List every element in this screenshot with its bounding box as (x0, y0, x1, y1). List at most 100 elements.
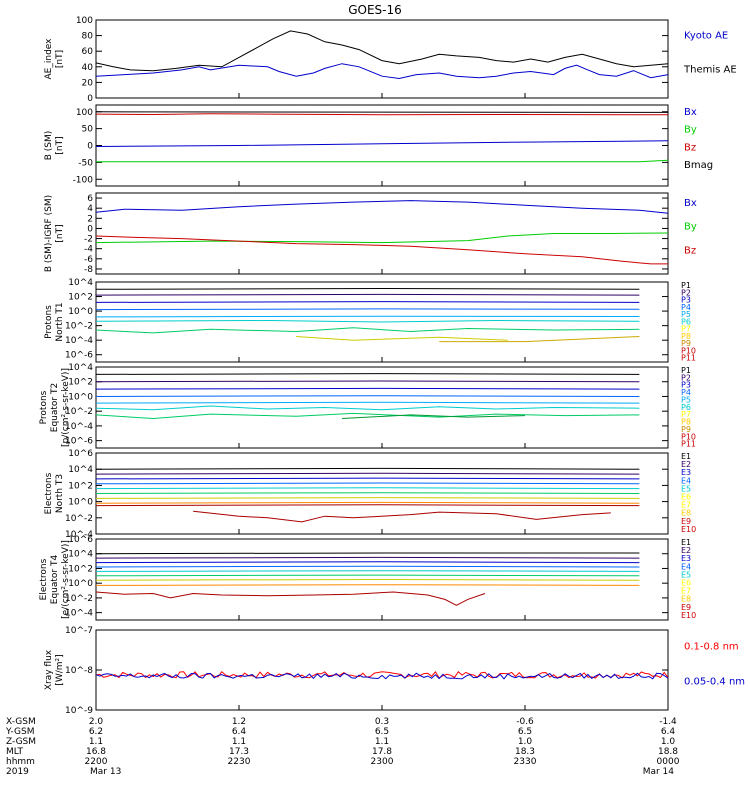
chart-title: GOES-16 (348, 3, 402, 17)
series-line (95, 63, 669, 80)
y-tick-label: 10^-2 (65, 514, 93, 524)
y-axis-label: B (SM) (44, 131, 54, 161)
footer-value: 2200 (85, 757, 108, 767)
y-tick-label: 10^4 (68, 550, 93, 560)
position-footer: X-GSMY-GSMZ-GSMMLThhmm20192.06.21.116.82… (5, 717, 680, 777)
legend-entry: P1 (681, 366, 691, 375)
series-line (95, 412, 640, 420)
y-axis-label: AE_index (44, 38, 54, 80)
footer-value: -0.6 (516, 717, 534, 727)
y-tick-label: 0 (87, 224, 93, 234)
legend-entry: P6 (681, 403, 691, 412)
y-axis-label: Protons (39, 390, 49, 424)
footer-row-label: 2019 (6, 767, 29, 777)
footer-value: 6.5 (518, 727, 532, 737)
footer-value: Mar 13 (90, 767, 121, 777)
y-tick-label: 10^-9 (65, 706, 93, 716)
panel-electrons-t3: 10^-4 10^-2 10^0 10^2 10^4 10^6 Electrons North… (44, 449, 696, 540)
y-axis-label: North T3 (55, 474, 65, 513)
y-tick-label: 10^-8 (65, 666, 93, 676)
legend-entry: E3 (681, 468, 691, 477)
y-tick-label: 10^4 (68, 363, 93, 373)
y-tick-label: 10^-4 (65, 609, 93, 619)
legend-entry: E3 (681, 554, 691, 563)
y-tick-label: 10^-6 (65, 351, 93, 361)
series-group (95, 552, 640, 606)
series-line (95, 467, 640, 470)
footer-value: 17.3 (229, 747, 249, 757)
panel-bsm: -100 -50 0 50 100 B (SM) [nT] Bx By Bz Bmag (44, 104, 713, 187)
legend-entry: P10 (681, 346, 696, 355)
footer-value: 6.5 (375, 727, 389, 737)
y-tick-label: 10^4 (68, 465, 93, 475)
y-tick-label: 10^-7 (65, 626, 93, 636)
legend-entry: E8 (681, 509, 691, 518)
legend-entry: E8 (681, 595, 691, 604)
footer-value: 6.4 (232, 727, 247, 737)
y-tick-label: 10^-2 (65, 594, 93, 604)
legend-entry: Kyoto AE (684, 31, 728, 42)
y-tick-label: 10^-4 (65, 422, 93, 432)
series-line (95, 497, 640, 499)
footer-row-label: Z-GSM (6, 737, 36, 747)
footer-value: 17.8 (372, 747, 392, 757)
y-axis-label: Equator T2 (50, 383, 60, 432)
series-line (95, 113, 669, 116)
y-tick-label: 60 (82, 47, 94, 57)
legend-entry: Bx (684, 198, 697, 209)
y-tick-label: 10^-2 (65, 322, 93, 332)
series-line (95, 308, 640, 311)
footer-value: 1.0 (518, 737, 533, 747)
legend-entry: P9 (681, 425, 691, 434)
legend: Bx By Bz (684, 198, 697, 256)
legend-entry: E7 (681, 501, 691, 510)
legend-entry: Bz (684, 142, 696, 153)
y-tick-label: 10^0 (68, 307, 93, 317)
footer-value: 0.3 (375, 717, 389, 727)
series-line (95, 401, 640, 404)
series-line (95, 287, 640, 290)
legend-entry: P3 (681, 296, 691, 305)
series-line (95, 584, 640, 586)
legend-entry: E9 (681, 603, 691, 612)
series-line (95, 482, 640, 485)
series-line (95, 315, 640, 318)
legend-entry: E2 (681, 460, 691, 469)
series-group (95, 30, 669, 80)
series-line (95, 565, 640, 568)
footer-row-label: hhmm (6, 757, 35, 767)
legend-entry: Bz (684, 245, 696, 256)
y-tick-label: 80 (82, 32, 94, 42)
series-line (95, 578, 640, 581)
legend-entry: Themis AE (683, 65, 737, 76)
series-group (95, 111, 669, 163)
y-axis-label: Xray flux (44, 649, 54, 690)
footer-value: 0000 (657, 757, 680, 767)
y-tick-label: 20 (82, 78, 94, 88)
series-line (95, 405, 640, 411)
legend-entry: P8 (681, 332, 691, 341)
series-group (95, 373, 640, 420)
footer-value: 2330 (514, 757, 537, 767)
legend-entry: E5 (681, 570, 691, 579)
series-line (95, 477, 640, 480)
legend-entry: 0.05-0.4 nm (684, 676, 745, 687)
legend-entry: E6 (681, 579, 691, 588)
legend-entry: P9 (681, 339, 691, 348)
y-tick-label: -6 (84, 255, 93, 265)
series-line (95, 373, 640, 375)
series-line (95, 200, 669, 214)
legend-entry: P4 (681, 303, 691, 312)
series-group (95, 670, 669, 680)
series-line (95, 552, 640, 555)
series-line (95, 140, 669, 147)
y-tick-label: 100 (76, 108, 93, 118)
panel-protons-t1: 10^-6 10^-4 10^-2 10^0 10^2 10^4 Protons North … (44, 278, 696, 363)
series-line (296, 336, 508, 341)
legend-entry: E6 (681, 493, 691, 502)
legend-entry: P2 (681, 288, 691, 297)
legend: Bx By Bz Bmag (684, 107, 713, 171)
series-line (95, 492, 640, 494)
